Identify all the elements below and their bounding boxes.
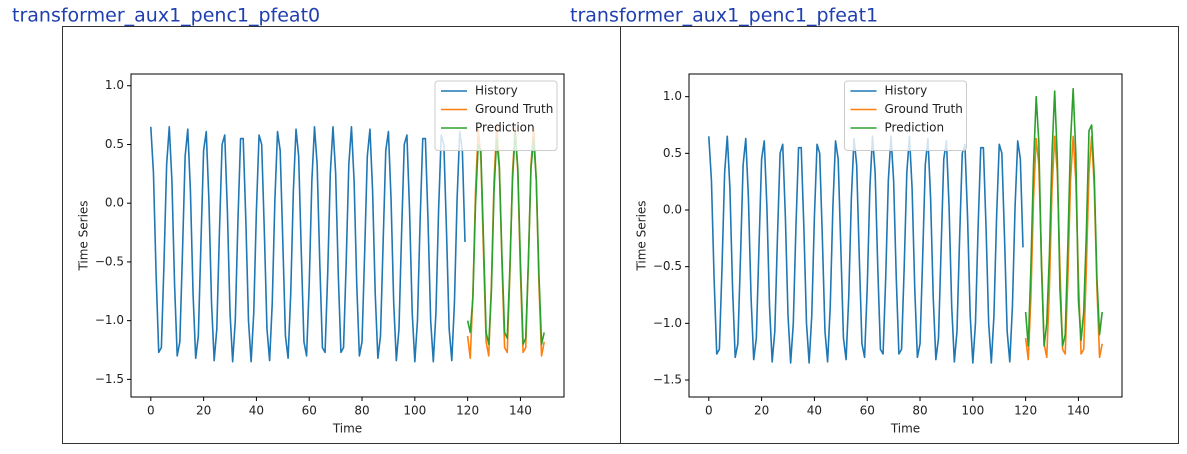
series-line [150, 126, 466, 363]
panel-border [620, 26, 1179, 444]
y-axis-label: Time Series [77, 200, 91, 271]
x-axis-label: Time [332, 422, 362, 436]
y-axis-label: Time Series [635, 200, 649, 271]
legend-label: History [475, 84, 518, 98]
legend-box [434, 80, 558, 151]
panel-title: transformer_aux1_penc1_pfeat1 [570, 5, 878, 27]
x-axis-label: Time [890, 422, 920, 436]
legend-label: Ground Truth [885, 102, 963, 116]
plot-frame [130, 73, 565, 398]
x-tick-label: 140 [509, 404, 532, 418]
x-tick-label: 100 [961, 404, 984, 418]
y-tick-label: −1.0 [95, 313, 124, 327]
x-tick-label: 120 [1014, 404, 1037, 418]
plot-frame [688, 73, 1123, 398]
legend-label: Prediction [475, 121, 535, 135]
series-line [1024, 87, 1103, 347]
y-tick-label: 1.0 [105, 78, 124, 92]
y-tick-label: 1.0 [663, 89, 682, 103]
y-tick-label: −1.5 [95, 372, 124, 386]
x-tick-label: 20 [196, 404, 211, 418]
x-tick-label: 60 [302, 404, 317, 418]
legend-label: Prediction [885, 121, 945, 135]
series-line [466, 126, 545, 360]
x-tick-label: 80 [354, 404, 369, 418]
x-tick-label: 120 [456, 404, 479, 418]
x-tick-label: 40 [807, 404, 822, 418]
y-tick-label: 0.5 [105, 137, 124, 151]
series-line [1024, 135, 1103, 361]
x-tick-label: 80 [912, 404, 927, 418]
x-tick-label: 0 [147, 404, 155, 418]
y-tick-label: −0.5 [653, 259, 682, 273]
legend-box [844, 80, 967, 151]
x-tick-label: 20 [754, 404, 769, 418]
legend-label: History [885, 84, 928, 98]
x-tick-label: 40 [249, 404, 264, 418]
y-tick-label: −1.5 [653, 373, 682, 387]
legend-label: Ground Truth [475, 102, 553, 116]
x-tick-label: 140 [1067, 404, 1090, 418]
panel-title: transformer_aux1_penc1_pfeat0 [12, 5, 320, 27]
series-line [466, 131, 545, 345]
series-line [708, 135, 1024, 364]
y-tick-label: −1.0 [653, 316, 682, 330]
y-tick-label: −0.5 [95, 254, 124, 268]
x-tick-label: 100 [403, 404, 426, 418]
y-tick-label: 0.0 [105, 196, 124, 210]
x-tick-label: 60 [860, 404, 875, 418]
y-tick-label: 0.0 [663, 203, 682, 217]
x-tick-label: 0 [705, 404, 713, 418]
y-tick-label: 0.5 [663, 146, 682, 160]
